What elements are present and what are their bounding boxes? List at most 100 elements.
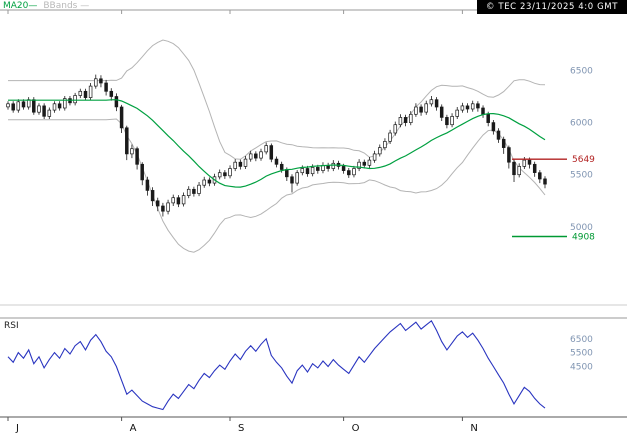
candle-body (11, 103, 15, 111)
candle-body (78, 90, 83, 96)
ma20-line-swatch-icon: — (28, 1, 38, 11)
candle-body (150, 190, 155, 202)
candle-body (119, 106, 124, 129)
candle-body (109, 90, 114, 97)
candle-body (94, 78, 98, 87)
candle-body (155, 200, 160, 207)
candle-body (83, 90, 88, 98)
candle-body (305, 168, 310, 175)
bollinger-lower-band (8, 118, 546, 253)
candle-body (223, 172, 227, 177)
chart-legend: MA20— BBands — (3, 1, 89, 12)
candle-body (16, 101, 21, 111)
candle-body (42, 105, 46, 117)
candle-body (388, 132, 392, 142)
rsi-line (7, 319, 546, 411)
candle-body (357, 161, 361, 169)
copyright-banner: © TEC 23/11/2025 4:0 GMT (477, 0, 627, 14)
candle-body (228, 168, 232, 177)
candle-body (125, 127, 129, 155)
candle-body (414, 106, 418, 115)
candle-body (145, 179, 150, 191)
rsi-axis-tick-label: 6500 (570, 335, 593, 345)
candle-body (507, 147, 511, 163)
candle-body (517, 166, 521, 176)
candle-body (352, 168, 356, 176)
bbands-legend-label: BBands (43, 1, 78, 11)
candle-body (104, 82, 108, 92)
candle-body (398, 117, 403, 126)
bbands-line-swatch-icon: — (80, 1, 90, 11)
candle-body (538, 172, 542, 180)
candle-body (186, 188, 191, 196)
candle-body (6, 103, 10, 108)
candlestick-series (6, 74, 547, 217)
candle-body (486, 113, 490, 123)
candle-body (166, 202, 170, 212)
candle-body (37, 105, 41, 113)
candle-body (135, 148, 139, 165)
candle-body (176, 197, 181, 205)
resistance-price-label: 5649 (572, 155, 595, 165)
candle-body (140, 163, 144, 181)
candle-body (465, 105, 470, 110)
candle-body (259, 151, 263, 159)
candle-body (522, 159, 527, 167)
ma20-legend-label: MA20 (3, 1, 29, 11)
candle-body (445, 117, 449, 126)
x-axis-month-label: S (238, 423, 244, 434)
candle-body (57, 103, 62, 109)
candle-body (450, 116, 454, 126)
candle-body (285, 169, 289, 178)
candle-body (367, 159, 372, 166)
x-axis-month-label: O (352, 423, 360, 434)
candle-body (512, 161, 516, 176)
candle-body (192, 188, 196, 194)
ma20-line (8, 99, 546, 188)
candle-body (171, 197, 175, 204)
candle-body (264, 145, 268, 153)
candle-body (409, 113, 413, 123)
candle-body (73, 95, 77, 104)
candle-body (470, 103, 475, 110)
candle-body (63, 98, 67, 109)
candle-body (496, 130, 501, 140)
candle-body (114, 96, 119, 108)
candle-body (362, 161, 367, 166)
candle-body (310, 167, 315, 175)
candle-body (295, 172, 299, 184)
candle-body (316, 167, 320, 171)
candle-body (527, 159, 532, 165)
candle-body (501, 138, 506, 148)
rsi-axis-tick-label: 5500 (570, 349, 593, 359)
candle-body (130, 148, 134, 155)
candle-body (32, 99, 36, 113)
candle-body (300, 168, 305, 174)
candle-body (476, 103, 480, 109)
price-axis-tick-label: 5000 (570, 223, 593, 233)
candle-body (419, 106, 423, 113)
candle-body (233, 161, 237, 169)
candle-body (202, 179, 206, 186)
x-axis-month-label: J (15, 423, 19, 434)
candle-body (491, 122, 496, 132)
candle-body (455, 109, 459, 117)
candle-body (279, 163, 284, 170)
candle-body (254, 153, 258, 159)
candle-body (439, 106, 444, 118)
candle-body (217, 172, 222, 178)
candle-body (434, 99, 439, 108)
candle-body (383, 141, 387, 149)
candle-body (347, 170, 351, 176)
candle-body (243, 158, 248, 167)
price-axis-tick-label: 6000 (570, 119, 593, 129)
rsi-axis-tick-label: 4500 (570, 363, 593, 373)
candle-body (429, 99, 434, 105)
candle-body (21, 101, 26, 108)
candle-body (269, 145, 274, 160)
candle-body (47, 109, 52, 117)
candle-body (99, 78, 103, 84)
candle-body (161, 205, 165, 212)
x-axis-month-label: A (130, 423, 137, 434)
